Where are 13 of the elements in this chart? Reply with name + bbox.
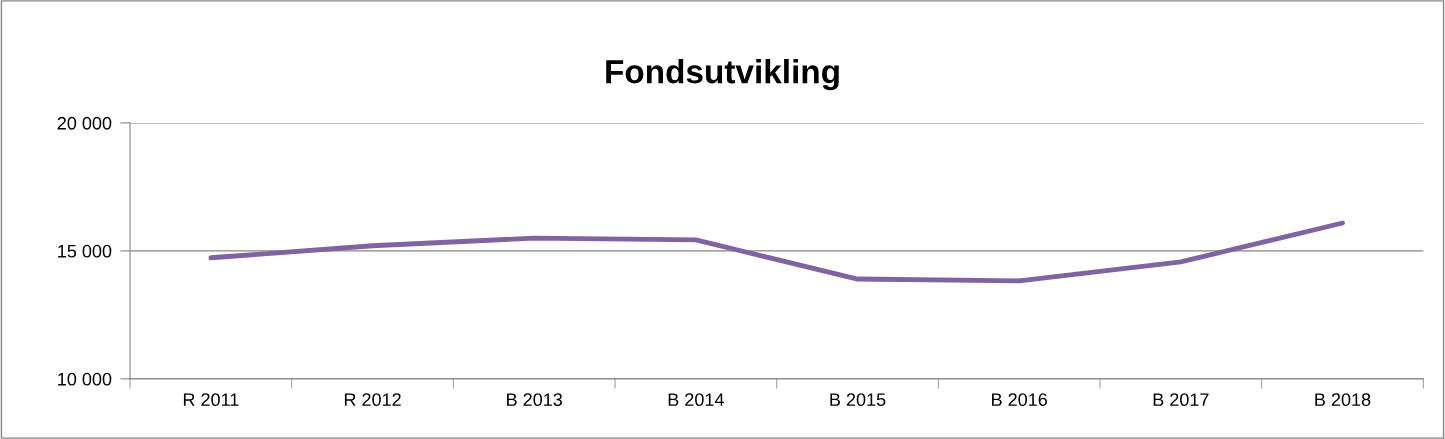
x-tick-label: B 2015: [830, 393, 886, 407]
x-tick-label: R 2012: [344, 393, 401, 407]
y-tick-label: 15 000: [58, 244, 112, 258]
x-tick-label: B 2016: [992, 393, 1047, 407]
x-tick-label: R 2011: [183, 393, 239, 407]
chart-title: Fondsutvikling: [606, 59, 839, 91]
x-tick-label: B 2018: [1315, 393, 1371, 407]
line-series: [208, 220, 1345, 284]
x-tick-label: B 2017: [1153, 393, 1209, 407]
x-tick-label: B 2014: [668, 393, 724, 407]
y-tick-label: 10 000: [58, 372, 112, 386]
x-tick-label: B 2013: [507, 393, 563, 407]
y-tick-label: 20 000: [57, 116, 112, 130]
